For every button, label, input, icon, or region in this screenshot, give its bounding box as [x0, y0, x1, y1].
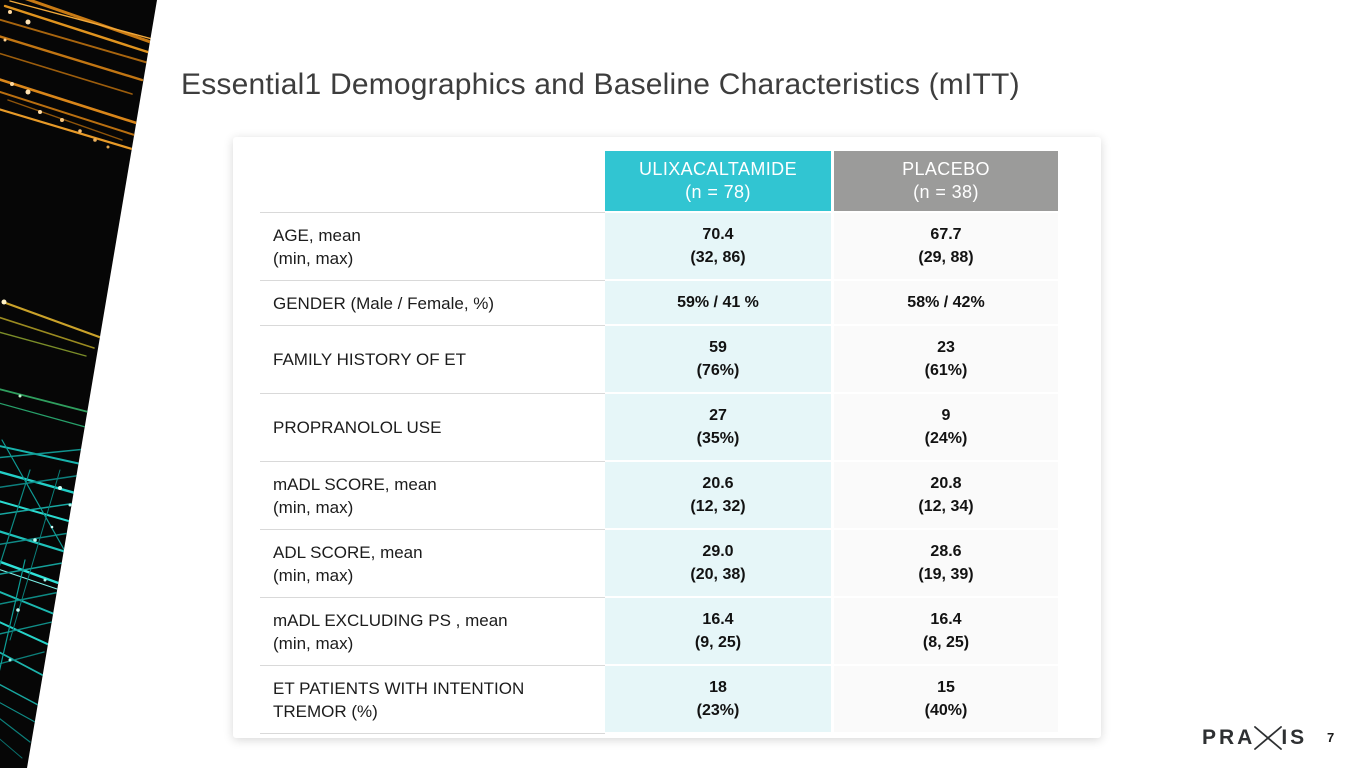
row-label: ET PATIENTS WITH INTENTION TREMOR (%) [260, 666, 605, 734]
column-n-count: (n = 38) [913, 182, 979, 202]
cell-value-line: (32, 86) [690, 249, 746, 266]
cell-value-line: 29.0 [702, 543, 734, 560]
column-n-count: (n = 78) [685, 182, 751, 202]
cell-value-line: (24%) [924, 430, 968, 447]
cell-placebo: 28.6 (19, 39) [831, 530, 1058, 598]
cell-value-line: (12, 34) [918, 498, 974, 515]
empty-header-cell [260, 151, 605, 213]
cell-placebo: 16.4 (8, 25) [831, 598, 1058, 666]
table-row-intention-tremor: ET PATIENTS WITH INTENTION TREMOR (%) 18 (… [260, 666, 1058, 734]
cell-value-line: 16.4 [930, 611, 962, 628]
table-row-madl-excluding-ps: mADL EXCLUDING PS , mean (min, max) 16.4 (… [260, 598, 1058, 666]
row-label-line: (min, max) [273, 248, 354, 268]
cell-placebo: 9 (24%) [831, 394, 1058, 462]
table-row-adl-score: ADL SCORE, mean (min, max) 29.0 (20, 38) 2… [260, 530, 1058, 598]
row-label-line: AGE, mean [273, 225, 361, 245]
cell-value-line: 20.8 [930, 475, 962, 492]
cell-value-line: 23 [937, 339, 955, 356]
column-title: PLACEBO [902, 159, 990, 179]
demographics-table: ULIXACALTAMIDE (n = 78) PLACEBO (n = 38)… [260, 151, 1058, 734]
cell-value-line: (19, 39) [918, 566, 974, 583]
cell-value-line: 18 [709, 679, 727, 696]
row-label: ADL SCORE, mean (min, max) [260, 530, 605, 598]
cell-ulixacaltamide: 59% / 41 % [605, 281, 831, 326]
cell-value-line: 28.6 [930, 543, 962, 560]
row-label-line: ET PATIENTS WITH INTENTION [273, 678, 525, 698]
cell-value-line: (76%) [696, 362, 740, 379]
cell-placebo: 58% / 42% [831, 281, 1058, 326]
cell-value-line: 59 [709, 339, 727, 356]
logo-text-is: IS [1281, 726, 1308, 749]
cell-value-line: 67.7 [930, 226, 962, 243]
column-header-ulixacaltamide: ULIXACALTAMIDE (n = 78) [605, 151, 831, 213]
cell-ulixacaltamide: 20.6 (12, 32) [605, 462, 831, 530]
cell-value-line: (9, 25) [694, 634, 742, 651]
table-row-propranolol: PROPRANOLOL USE 27 (35%) 9 (24%) [260, 394, 1058, 462]
cell-ulixacaltamide: 70.4 (32, 86) [605, 213, 831, 281]
table-row-madl-score: mADL SCORE, mean (min, max) 20.6 (12, 32) … [260, 462, 1058, 530]
table-header-row: ULIXACALTAMIDE (n = 78) PLACEBO (n = 38) [260, 151, 1058, 213]
table-row-family-history: FAMILY HISTORY OF ET 59 (76%) 23 (61%) [260, 326, 1058, 394]
slide-title: Essential1 Demographics and Baseline Cha… [181, 68, 1020, 101]
row-label: mADL SCORE, mean (min, max) [260, 462, 605, 530]
row-label-line: PROPRANOLOL USE [273, 418, 442, 437]
row-label-line: mADL EXCLUDING PS , mean [273, 610, 508, 630]
fiber-optic-artwork [0, 0, 160, 768]
cell-value-line: (23%) [696, 702, 740, 719]
cell-placebo: 23 (61%) [831, 326, 1058, 394]
cell-value-line: 15 [937, 679, 955, 696]
cell-ulixacaltamide: 27 (35%) [605, 394, 831, 462]
column-header-placebo: PLACEBO (n = 38) [831, 151, 1058, 213]
row-label-line: mADL SCORE, mean [273, 474, 437, 494]
page-number: 7 [1327, 730, 1335, 745]
row-label-line: GENDER (Male / Female, %) [273, 293, 495, 313]
logo-text-pra: PRA [1202, 726, 1256, 749]
cell-value-line: 16.4 [702, 611, 734, 628]
cell-value-line: (8, 25) [922, 634, 970, 651]
row-label: FAMILY HISTORY OF ET [260, 326, 605, 394]
cell-value-line: 70.4 [702, 226, 734, 243]
cell-value-line: (12, 32) [690, 498, 746, 515]
table-card: ULIXACALTAMIDE (n = 78) PLACEBO (n = 38)… [233, 137, 1101, 738]
cell-value-line: 58% / 42% [907, 294, 985, 311]
cell-value-line: (29, 88) [918, 249, 974, 266]
cell-value-line: (35%) [696, 430, 740, 447]
row-label: GENDER (Male / Female, %) [260, 281, 605, 326]
cell-value-line: 27 [709, 407, 727, 424]
cell-ulixacaltamide: 29.0 (20, 38) [605, 530, 831, 598]
cell-ulixacaltamide: 16.4 (9, 25) [605, 598, 831, 666]
fiber-optic-graphic [0, 0, 157, 768]
row-label-line: TREMOR (%) [273, 701, 378, 721]
cell-ulixacaltamide: 18 (23%) [605, 666, 831, 734]
cell-value-line: (20, 38) [690, 566, 746, 583]
table-row-age: AGE, mean (min, max) 70.4 (32, 86) 67.7 (29… [260, 213, 1058, 281]
column-title: ULIXACALTAMIDE [639, 159, 797, 179]
cell-value-line: 20.6 [702, 475, 734, 492]
row-label-line: (min, max) [273, 565, 354, 585]
cell-value-line: 9 [941, 407, 951, 424]
row-label: PROPRANOLOL USE [260, 394, 605, 462]
cell-value-line: 59% / 41 % [677, 294, 759, 311]
cell-value-line: (61%) [924, 362, 968, 379]
logo-x-icon [1254, 726, 1283, 750]
cell-ulixacaltamide: 59 (76%) [605, 326, 831, 394]
row-label-line: (min, max) [273, 497, 354, 517]
row-label-line: FAMILY HISTORY OF ET [273, 350, 467, 369]
row-label: mADL EXCLUDING PS , mean (min, max) [260, 598, 605, 666]
row-label-line: (min, max) [273, 633, 354, 653]
table-row-gender: GENDER (Male / Female, %) 59% / 41 % 58%… [260, 281, 1058, 326]
cell-placebo: 15 (40%) [831, 666, 1058, 734]
praxis-logo: PRA IS [1202, 724, 1307, 752]
row-label: AGE, mean (min, max) [260, 213, 605, 281]
cell-placebo: 20.8 (12, 34) [831, 462, 1058, 530]
cell-placebo: 67.7 (29, 88) [831, 213, 1058, 281]
row-label-line: ADL SCORE, mean [273, 542, 423, 562]
cell-value-line: (40%) [924, 702, 968, 719]
